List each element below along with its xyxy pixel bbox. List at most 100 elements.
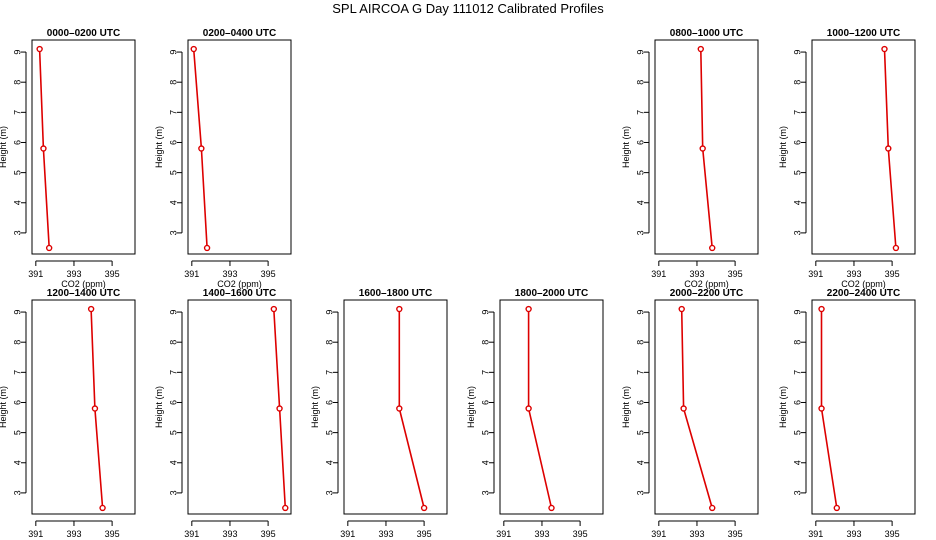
data-point xyxy=(697,45,704,53)
x-tick-label: 393 xyxy=(378,529,393,539)
data-point xyxy=(396,305,403,313)
x-tick-label: 391 xyxy=(496,529,511,539)
data-point xyxy=(709,244,716,252)
data-point xyxy=(40,145,47,152)
series-line xyxy=(527,309,553,509)
y-tick-label: 4 xyxy=(168,460,178,465)
y-tick-label: 3 xyxy=(168,490,178,495)
y-axis-label: Height (m) xyxy=(154,386,164,428)
data-point xyxy=(833,504,840,512)
x-tick-label: 391 xyxy=(28,269,43,279)
x-tick-label: 393 xyxy=(689,529,704,539)
data-point xyxy=(548,504,555,512)
y-tick-label: 5 xyxy=(324,430,334,435)
y-axis-label: Height (m) xyxy=(310,386,320,428)
y-tick-label: 6 xyxy=(792,140,802,145)
data-point xyxy=(678,305,685,313)
y-tick-label: 9 xyxy=(324,310,334,315)
y-tick-label: 9 xyxy=(168,50,178,55)
y-tick-label: 5 xyxy=(792,430,802,435)
y-tick-label: 6 xyxy=(635,400,645,405)
y-tick-label: 4 xyxy=(324,460,334,465)
y-axis-label: Height (m) xyxy=(621,386,631,428)
y-tick-label: 8 xyxy=(12,340,22,345)
y-tick-label: 7 xyxy=(635,370,645,375)
data-point xyxy=(885,145,892,152)
x-tick-label: 395 xyxy=(105,529,120,539)
y-tick-label: 6 xyxy=(480,400,490,405)
y-tick-label: 5 xyxy=(480,430,490,435)
y-tick-label: 8 xyxy=(12,80,22,85)
plot-frame xyxy=(187,299,292,515)
y-tick-label: 7 xyxy=(635,110,645,115)
y-tick-label: 6 xyxy=(792,400,802,405)
y-tick-label: 9 xyxy=(635,50,645,55)
data-point xyxy=(699,145,706,152)
x-tick-label: 395 xyxy=(728,269,743,279)
x-tick-label: 393 xyxy=(846,269,861,279)
plot-frame xyxy=(499,299,604,515)
data-point xyxy=(680,405,687,412)
y-tick-label: 6 xyxy=(168,140,178,145)
y-tick-label: 7 xyxy=(324,370,334,375)
y-tick-label: 7 xyxy=(12,370,22,375)
y-tick-label: 3 xyxy=(792,490,802,495)
data-point xyxy=(203,244,211,252)
x-tick-label: 393 xyxy=(222,529,237,539)
y-tick-label: 6 xyxy=(324,400,334,405)
plot-title: 1400–1600 UTC xyxy=(203,288,276,299)
data-point xyxy=(276,405,283,412)
plot-frame xyxy=(343,299,448,515)
y-tick-label: 7 xyxy=(480,370,490,375)
data-point xyxy=(892,244,900,252)
y-tick-label: 9 xyxy=(12,50,22,55)
x-tick-label: 391 xyxy=(651,529,666,539)
x-tick-label: 395 xyxy=(105,269,120,279)
x-tick-label: 393 xyxy=(689,269,704,279)
plot-frame xyxy=(811,39,916,255)
y-tick-label: 3 xyxy=(12,230,22,235)
y-axis-label: Height (m) xyxy=(778,386,788,428)
data-point xyxy=(818,405,825,412)
x-tick-label: 393 xyxy=(846,529,861,539)
x-axis-label: CO2 (ppm) xyxy=(684,279,729,289)
x-tick-label: 391 xyxy=(184,269,199,279)
y-tick-label: 4 xyxy=(635,460,645,465)
plot-title: 1800–2000 UTC xyxy=(515,288,588,299)
y-tick-label: 5 xyxy=(12,430,22,435)
data-point xyxy=(87,305,95,313)
x-tick-label: 395 xyxy=(573,529,588,539)
data-point xyxy=(190,45,197,53)
y-tick-label: 4 xyxy=(792,200,802,205)
y-tick-label: 9 xyxy=(168,310,178,315)
y-tick-label: 5 xyxy=(792,170,802,175)
y-tick-label: 3 xyxy=(12,490,22,495)
y-tick-label: 8 xyxy=(792,80,802,85)
plot-title: 0200–0400 UTC xyxy=(203,28,276,39)
y-tick-label: 4 xyxy=(480,460,490,465)
y-tick-label: 3 xyxy=(480,490,490,495)
plot-title: 2200–2400 UTC xyxy=(827,288,900,299)
plot-frame xyxy=(31,39,136,255)
data-point xyxy=(709,504,716,512)
data-point xyxy=(818,305,825,313)
y-axis-label: Height (m) xyxy=(0,126,8,168)
y-tick-label: 5 xyxy=(12,170,22,175)
y-tick-label: 8 xyxy=(168,80,178,85)
y-tick-label: 9 xyxy=(792,310,802,315)
plot-title: 1000–1200 UTC xyxy=(827,28,900,39)
data-point xyxy=(420,504,428,512)
y-tick-label: 9 xyxy=(792,50,802,55)
x-tick-label: 391 xyxy=(184,529,199,539)
y-axis-label: Height (m) xyxy=(154,126,164,168)
y-axis-label: Height (m) xyxy=(778,126,788,168)
x-axis-label: CO2 (ppm) xyxy=(61,279,106,289)
data-point xyxy=(99,504,106,512)
data-point xyxy=(91,405,99,412)
y-tick-label: 7 xyxy=(168,110,178,115)
x-tick-label: 395 xyxy=(885,269,900,279)
plot-title: 0800–1000 UTC xyxy=(670,28,743,39)
data-point xyxy=(270,305,278,313)
plot-title: 1200–1400 UTC xyxy=(47,288,120,299)
y-tick-label: 3 xyxy=(168,230,178,235)
